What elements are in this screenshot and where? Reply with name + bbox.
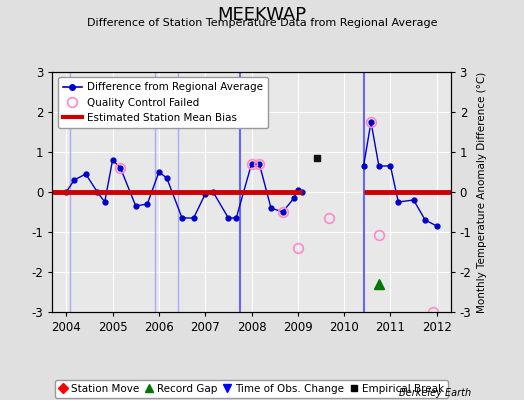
Y-axis label: Monthly Temperature Anomaly Difference (°C): Monthly Temperature Anomaly Difference (…: [477, 71, 487, 313]
Text: MEEKWAP: MEEKWAP: [217, 6, 307, 24]
Text: Berkeley Earth: Berkeley Earth: [399, 388, 472, 398]
Text: Difference of Station Temperature Data from Regional Average: Difference of Station Temperature Data f…: [87, 18, 437, 28]
Legend: Station Move, Record Gap, Time of Obs. Change, Empirical Break: Station Move, Record Gap, Time of Obs. C…: [54, 380, 449, 398]
